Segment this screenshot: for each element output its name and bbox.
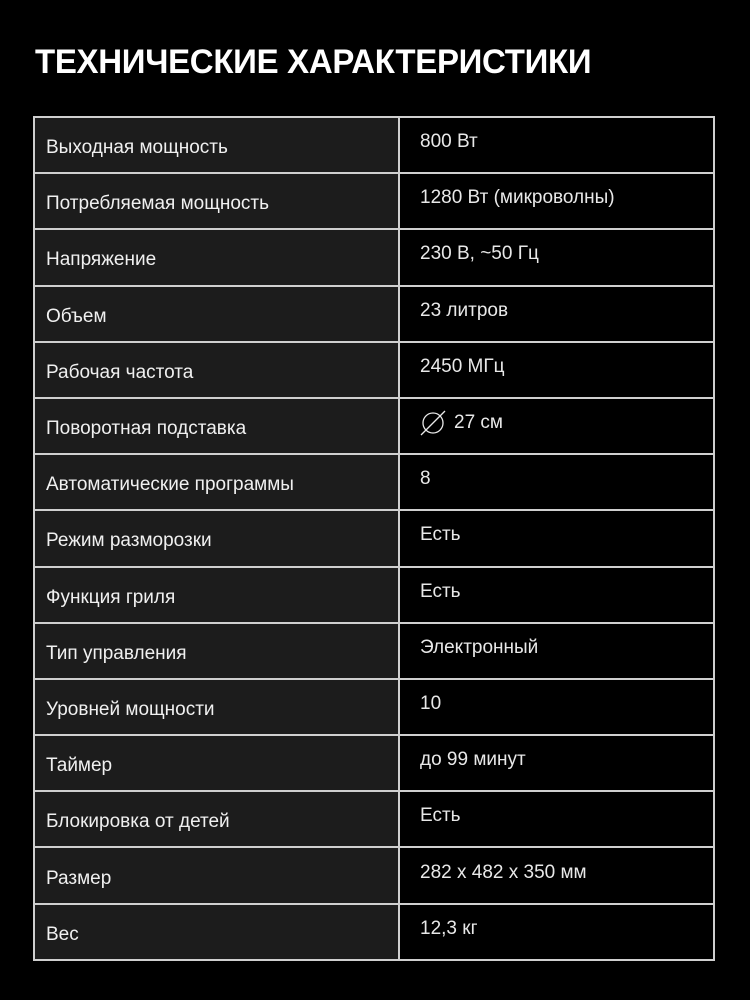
spec-value: 2450 МГц [420,355,505,377]
spec-label: Объем [35,286,400,341]
spec-value: 12,3 кг [420,917,478,939]
spec-row: Объем 23 литров [35,284,713,341]
spec-value-cell: 27 см [400,398,713,454]
spec-row: Функция гриля Есть [35,565,713,622]
spec-label: Автоматические программы [35,455,400,510]
spec-label: Тип управления [35,623,400,678]
spec-value: 1280 Вт (микроволны) [420,187,615,209]
spec-value-cell: Есть [400,567,713,622]
spec-label: Напряжение [35,230,400,285]
spec-row: Блокировка от детей Есть [35,790,713,847]
spec-value-cell: 1280 Вт (микроволны) [400,174,713,229]
spec-row: Поворотная подставка 27 см [35,396,713,454]
spec-value-cell: 230 В, ~50 Гц [400,230,713,285]
spec-value: Есть [420,805,461,827]
diameter-icon [420,410,446,436]
spec-row: Напряжение 230 В, ~50 Гц [35,228,713,285]
spec-label: Вес [35,904,400,959]
spec-value-cell: до 99 минут [400,736,713,791]
spec-row: Рабочая частота 2450 МГц [35,340,713,397]
spec-value: 27 см [454,412,503,434]
spec-value: до 99 минут [420,749,526,771]
page-title: ТЕХНИЧЕСКИЕ ХАРАКТЕРИСТИКИ [35,43,592,81]
spec-label: Потребляемая мощность [35,174,400,229]
spec-row: Вес 12,3 кг [35,902,713,959]
spec-row: Размер 282 x 482 x 350 мм [35,846,713,903]
spec-value-cell: Есть [400,792,713,847]
spec-value: 8 [420,468,431,490]
spec-label: Блокировка от детей [35,792,400,847]
specs-table: Выходная мощность 800 Вт Потребляемая мощн… [33,116,715,961]
spec-label: Поворотная подставка [35,398,400,454]
spec-label: Уровней мощности [35,679,400,735]
spec-row: Уровней мощности 10 [35,677,713,735]
spec-value-cell: 282 x 482 x 350 мм [400,848,713,903]
spec-value-cell: Есть [400,511,713,566]
spec-label: Размер [35,848,400,903]
spec-value-cell: Электронный [400,623,713,678]
spec-value: Есть [420,524,461,546]
spec-label: Рабочая частота [35,342,400,397]
spec-value-cell: 12,3 кг [400,904,713,959]
spec-value: Электронный [420,636,539,658]
spec-row: Потребляемая мощность 1280 Вт (микроволны… [35,172,713,229]
spec-row: Режим разморозки Есть [35,509,713,566]
spec-value: 10 [420,692,442,714]
spec-value-cell: 8 [400,455,713,510]
spec-row: Тип управления Электронный [35,621,713,678]
spec-row: Автоматические программы 8 [35,453,713,510]
spec-value: 230 В, ~50 Гц [420,243,539,265]
spec-value-cell: 10 [400,679,713,735]
spec-value: 282 x 482 x 350 мм [420,861,587,883]
spec-label: Режим разморозки [35,511,400,566]
spec-value: 800 Вт [420,131,478,153]
spec-row: Выходная мощность 800 Вт [35,118,713,173]
spec-value-cell: 800 Вт [400,118,713,173]
spec-label: Функция гриля [35,567,400,622]
spec-value-cell: 2450 МГц [400,342,713,397]
spec-label: Таймер [35,736,400,791]
spec-label: Выходная мощность [35,118,400,173]
spec-row: Таймер до 99 минут [35,734,713,791]
spec-value: 23 литров [420,299,509,321]
spec-value: Есть [420,580,461,602]
spec-value-cell: 23 литров [400,286,713,341]
